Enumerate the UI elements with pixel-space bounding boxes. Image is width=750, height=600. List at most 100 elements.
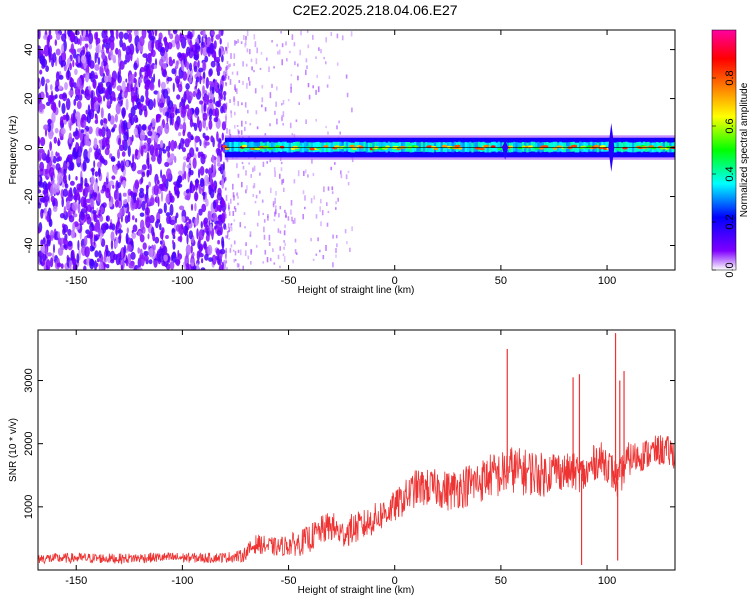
speckle-mark: [247, 255, 250, 260]
speckle-mark: [101, 184, 107, 192]
speckle-mark: [213, 96, 216, 105]
speckle-mark: [330, 166, 332, 171]
speckle-mark: [295, 252, 298, 255]
speckle-mark: [312, 172, 315, 177]
speckle-mark: [205, 126, 209, 131]
speckle-mark: [216, 248, 220, 256]
speckle-mark: [294, 61, 296, 66]
speckle-mark: [82, 188, 86, 196]
speckle-mark: [269, 123, 271, 127]
speckle-mark: [230, 198, 232, 204]
speckle-mark: [158, 78, 161, 88]
speckle-mark: [299, 49, 301, 56]
speckle-mark: [208, 119, 213, 130]
speckle-mark: [345, 174, 348, 180]
speckle-mark: [62, 224, 69, 233]
speckle-mark: [90, 176, 95, 185]
speckle-mark: [297, 75, 299, 81]
speckle-mark: [224, 176, 227, 181]
speckle-mark: [224, 203, 227, 209]
speckle-mark: [159, 102, 165, 108]
speckle-mark: [218, 30, 222, 38]
speckle-mark: [267, 216, 269, 221]
speckle-mark: [130, 106, 136, 117]
speckle-mark: [58, 74, 64, 80]
band-mark: [284, 141, 287, 152]
speckle-mark: [211, 254, 217, 265]
speckle-mark: [100, 61, 104, 69]
speckle-mark: [122, 192, 127, 197]
speckle-mark: [289, 122, 292, 129]
speckle-mark: [197, 89, 200, 96]
band-feature: [608, 123, 615, 173]
spectrogram-marks: [38, 30, 675, 270]
speckle-mark: [113, 96, 116, 102]
speckle-mark: [137, 247, 140, 254]
speckle-mark: [94, 250, 99, 258]
speckle-mark: [73, 35, 79, 45]
speckle-mark: [279, 206, 282, 210]
speckle-mark: [55, 151, 58, 157]
y-tick-label: 3000: [23, 368, 35, 392]
speckle-mark: [210, 35, 214, 43]
speckle-mark: [291, 34, 294, 40]
speckle-mark: [244, 226, 246, 229]
speckle-mark: [106, 171, 109, 179]
speckle-mark: [153, 64, 158, 69]
speckle-mark: [225, 247, 227, 254]
speckle-mark: [188, 230, 193, 240]
speckle-mark: [194, 106, 200, 116]
speckle-mark: [101, 157, 106, 164]
speckle-mark: [137, 127, 140, 135]
speckle-mark: [106, 99, 111, 106]
speckle-mark: [121, 42, 127, 52]
speckle-mark: [216, 87, 219, 93]
speckle-mark: [84, 43, 89, 48]
speckle-mark: [183, 170, 187, 180]
speckle-mark: [42, 196, 46, 204]
speckle-mark: [272, 201, 275, 206]
speckle-mark: [76, 77, 82, 90]
speckle-mark: [155, 147, 159, 157]
speckle-mark: [202, 30, 206, 38]
speckle-mark: [185, 244, 192, 256]
speckle-mark: [122, 108, 125, 119]
speckle-mark: [207, 244, 213, 256]
band-peak: [622, 146, 629, 150]
speckle-mark: [41, 209, 44, 214]
speckle-mark: [148, 259, 153, 265]
speckle-mark: [335, 207, 337, 210]
band-mark: [537, 141, 540, 152]
speckle-mark: [230, 53, 232, 59]
speckle-mark: [67, 67, 70, 79]
speckle-mark: [262, 212, 264, 215]
speckle-mark: [110, 156, 116, 162]
speckle-mark: [79, 132, 83, 142]
speckle-mark: [312, 85, 314, 89]
colorbar-tick-label: 0.6: [724, 118, 736, 133]
speckle-mark: [149, 197, 155, 206]
speckle-mark: [240, 130, 243, 135]
speckle-mark: [156, 218, 161, 224]
speckle-mark: [190, 68, 193, 79]
speckle-mark: [203, 174, 209, 187]
speckle-mark: [111, 175, 116, 180]
speckle-mark: [95, 221, 101, 233]
band-mark: [497, 141, 501, 152]
band-peak: [348, 144, 357, 148]
speckle-mark: [118, 192, 122, 202]
speckle-mark: [69, 62, 72, 71]
speckle-mark: [119, 207, 125, 216]
speckle-mark: [233, 195, 235, 201]
colorbar-tick-label: 0.4: [724, 166, 736, 181]
speckle-mark: [160, 169, 163, 179]
speckle-mark: [349, 247, 351, 252]
speckle-mark: [78, 93, 83, 101]
speckle-mark: [163, 254, 168, 262]
speckle-mark: [163, 202, 167, 214]
speckle-mark: [153, 98, 156, 108]
speckle-mark: [90, 221, 94, 228]
speckle-mark: [117, 160, 121, 169]
speckle-mark: [310, 237, 312, 242]
speckle-mark: [233, 258, 236, 263]
